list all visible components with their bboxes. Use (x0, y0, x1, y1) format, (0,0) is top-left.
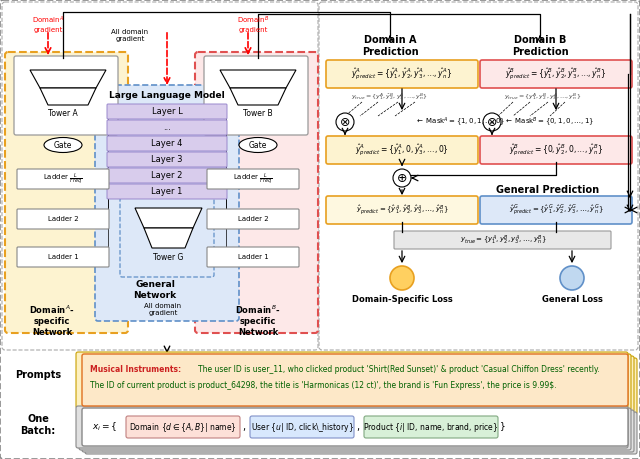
Text: Gate: Gate (249, 140, 267, 150)
FancyBboxPatch shape (107, 136, 227, 151)
Text: $y_{true} = \{y^A_1, \hat{y}^B_2, y^A_3, \ldots, y^B_n\}$: $y_{true} = \{y^A_1, \hat{y}^B_2, y^A_3,… (351, 92, 429, 102)
FancyBboxPatch shape (207, 169, 299, 189)
Text: Domain B
Prediction: Domain B Prediction (512, 35, 568, 57)
Circle shape (390, 266, 414, 290)
Text: Ladder 1: Ladder 1 (47, 254, 78, 260)
Text: General
Network: General Network (133, 280, 177, 300)
Text: $\otimes$: $\otimes$ (339, 116, 351, 129)
FancyBboxPatch shape (82, 354, 628, 406)
FancyBboxPatch shape (326, 60, 478, 88)
Text: Domain $\{d \in \{A,B\}|$ name$\}$: Domain $\{d \in \{A,B\}|$ name$\}$ (129, 420, 237, 433)
FancyBboxPatch shape (250, 416, 354, 438)
Text: Layer 4: Layer 4 (151, 139, 182, 148)
Text: $\hat{y}^B_{predict} = \{\hat{y}^B_1, \hat{y}^B_2, \hat{y}^B_3, \ldots, \hat{y}^: $\hat{y}^B_{predict} = \{\hat{y}^B_1, \h… (506, 66, 607, 82)
FancyBboxPatch shape (480, 196, 632, 224)
Circle shape (483, 113, 501, 131)
FancyBboxPatch shape (319, 2, 638, 350)
Text: General Prediction: General Prediction (497, 185, 600, 195)
Text: Layer 1: Layer 1 (151, 187, 182, 196)
FancyBboxPatch shape (107, 104, 227, 119)
Text: ...: ... (163, 123, 171, 132)
Text: Layer 3: Layer 3 (151, 155, 183, 164)
Text: Domain A
Prediction: Domain A Prediction (362, 35, 419, 57)
FancyBboxPatch shape (364, 416, 498, 438)
FancyBboxPatch shape (85, 412, 637, 454)
Text: Ladder $\frac{L}{Freq}$: Ladder $\frac{L}{Freq}$ (44, 171, 83, 187)
Text: Domain-Specific Loss: Domain-Specific Loss (351, 296, 452, 304)
Polygon shape (30, 70, 106, 88)
FancyBboxPatch shape (326, 136, 478, 164)
FancyBboxPatch shape (82, 410, 634, 452)
Text: Ladder 1: Ladder 1 (237, 254, 268, 260)
Text: General Loss: General Loss (541, 296, 602, 304)
Polygon shape (135, 208, 202, 228)
Text: Tower A: Tower A (48, 108, 78, 118)
Text: $\hat{y}^B_{predict} = \{0, \hat{y}^B_2, 0, \ldots, \hat{y}^B_n\}$: $\hat{y}^B_{predict} = \{0, \hat{y}^B_2,… (509, 142, 603, 158)
Text: $\hat{y}_{predict} = \{\hat{y}^A_1, \hat{y}^B_2, \hat{y}^A_3, \ldots, \hat{y}^B_: $\hat{y}_{predict} = \{\hat{y}^A_1, \hat… (356, 203, 449, 217)
Polygon shape (144, 228, 193, 248)
Circle shape (560, 266, 584, 290)
FancyBboxPatch shape (82, 408, 628, 446)
FancyBboxPatch shape (82, 356, 634, 412)
FancyBboxPatch shape (17, 209, 109, 229)
FancyBboxPatch shape (326, 196, 478, 224)
Polygon shape (40, 88, 96, 105)
FancyBboxPatch shape (79, 408, 631, 450)
FancyBboxPatch shape (204, 56, 308, 135)
FancyBboxPatch shape (480, 136, 632, 164)
Circle shape (336, 113, 354, 131)
Text: All domain
gradient: All domain gradient (145, 303, 182, 317)
Text: Layer 2: Layer 2 (151, 171, 182, 180)
Text: User $\{u |$ ID, click\_history$\}$: User $\{u |$ ID, click\_history$\}$ (250, 420, 353, 433)
FancyBboxPatch shape (85, 358, 637, 414)
Ellipse shape (239, 138, 277, 152)
FancyBboxPatch shape (207, 247, 299, 267)
FancyBboxPatch shape (76, 406, 628, 448)
FancyBboxPatch shape (120, 198, 214, 277)
Text: $x_i = \{$: $x_i = \{$ (92, 420, 117, 433)
Text: ,: , (243, 422, 246, 432)
Text: Gate: Gate (54, 140, 72, 150)
Text: $y_{true} = \{y^A_1, y^B_2, y^A_3, \ldots, y^B_n\}$: $y_{true} = \{y^A_1, y^B_2, y^A_3, \ldot… (504, 92, 582, 102)
Text: $y_{true} = \{y^A_1, y^B_2, y^A_3, \ldots, y^B_n\}$: $y_{true} = \{y^A_1, y^B_2, y^A_3, \ldot… (460, 233, 547, 246)
Polygon shape (230, 88, 286, 105)
Text: $\hat{y}^A_{predict} = \{\hat{y}^A_1, 0, \hat{y}^A_3, \ldots, 0\}$: $\hat{y}^A_{predict} = \{\hat{y}^A_1, 0,… (355, 142, 449, 158)
Text: The user ID is user_11, who clicked product 'Shirt(Red Sunset)' & product 'Casua: The user ID is user_11, who clicked prod… (198, 365, 600, 375)
Text: Musical Instruments:: Musical Instruments: (90, 365, 181, 375)
Text: Ladder 2: Ladder 2 (48, 216, 78, 222)
Text: Ladder $\frac{L}{Freq}$: Ladder $\frac{L}{Freq}$ (233, 171, 273, 187)
FancyBboxPatch shape (95, 85, 239, 321)
FancyBboxPatch shape (17, 247, 109, 267)
Text: Domain$^A$
gradient: Domain$^A$ gradient (32, 15, 64, 33)
FancyBboxPatch shape (79, 354, 631, 410)
Text: Domain$^B$-
specific
Network: Domain$^B$- specific Network (236, 303, 281, 336)
Circle shape (393, 169, 411, 187)
FancyBboxPatch shape (394, 231, 611, 249)
Text: Tower B: Tower B (243, 108, 273, 118)
Text: $\leftarrow$ Mask$^A = \{1, 0, 1, \ldots, 0\}$: $\leftarrow$ Mask$^A = \{1, 0, 1, \ldots… (415, 116, 506, 129)
FancyBboxPatch shape (17, 169, 109, 189)
Text: $\oplus$: $\oplus$ (396, 172, 408, 185)
Text: Large Language Model: Large Language Model (109, 91, 225, 101)
FancyBboxPatch shape (107, 168, 227, 183)
Text: Tower G: Tower G (153, 253, 183, 263)
Text: $\}$: $\}$ (499, 420, 506, 433)
FancyBboxPatch shape (207, 209, 299, 229)
FancyBboxPatch shape (5, 52, 128, 333)
FancyBboxPatch shape (480, 60, 632, 88)
Text: All domain
gradient: All domain gradient (111, 28, 148, 41)
FancyBboxPatch shape (2, 2, 318, 350)
FancyBboxPatch shape (107, 184, 227, 199)
FancyBboxPatch shape (195, 52, 318, 333)
Text: ,: , (356, 422, 360, 432)
FancyBboxPatch shape (126, 416, 240, 438)
Text: Product $\{i |$ ID, name, brand, price$\}$: Product $\{i |$ ID, name, brand, price$\… (364, 420, 499, 433)
Text: Domain$^A$-
specific
Network: Domain$^A$- specific Network (29, 303, 75, 336)
Text: $\leftarrow$ Mask$^B = \{0, 1, 0, \ldots, 1\}$: $\leftarrow$ Mask$^B = \{0, 1, 0, \ldots… (504, 116, 595, 129)
Text: Layer L: Layer L (152, 107, 182, 116)
Text: The ID of current product is product_64298, the title is 'Harmonicas (12 ct)', t: The ID of current product is product_642… (90, 381, 557, 391)
FancyBboxPatch shape (107, 152, 227, 167)
Text: $\hat{y}^A_{predict} = \{\hat{y}^A_1, \hat{y}^A_2, \hat{y}^A_3, \ldots, \hat{y}^: $\hat{y}^A_{predict} = \{\hat{y}^A_1, \h… (351, 66, 452, 82)
FancyBboxPatch shape (107, 120, 227, 135)
